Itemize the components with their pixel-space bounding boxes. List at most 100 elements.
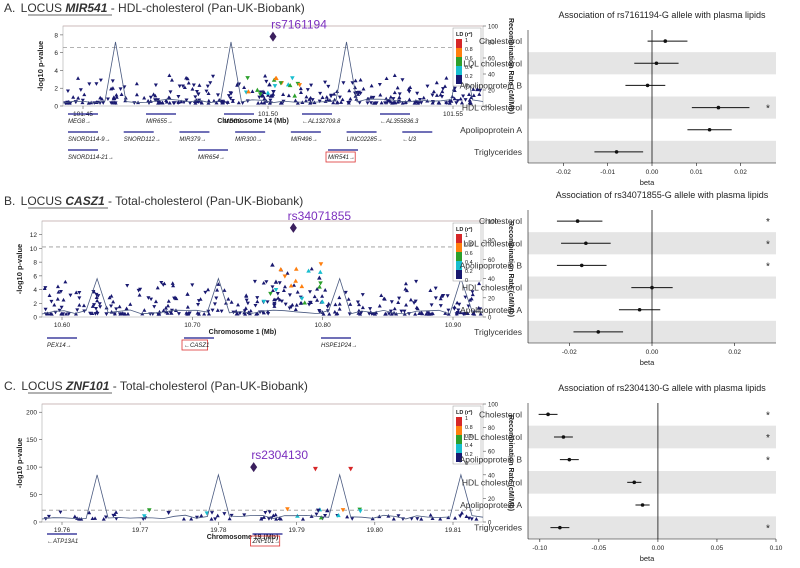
forest-tick-label: -0.02 [562,349,577,356]
snp-point [168,90,173,95]
ld-legend-label: 0.2 [465,74,473,80]
snp-point [295,289,300,294]
snp-point [264,280,269,284]
ld-legend-label: 1 [465,416,468,422]
ld-point [273,287,279,293]
snp-point [310,98,315,102]
forest-row-band [528,425,776,449]
gene-label: SNORD114-21→ [68,155,114,161]
ld-point [146,508,152,513]
snp-point [105,97,110,102]
snp-point [467,92,472,97]
snp-point [379,293,384,297]
snp-point [440,89,445,94]
ld-point [204,511,210,516]
snp-point [256,100,261,105]
snp-point [180,84,185,89]
snp-point [387,312,392,316]
ld-point [295,81,301,87]
forest-category-label: LDL cholesterol [463,238,522,248]
snp-point [222,512,227,516]
snp-point [179,99,184,104]
snp-point [337,307,342,311]
gene-label: ZNF101→ [252,539,281,545]
snp-point [146,296,151,300]
snp-point [213,517,218,521]
ld-point [293,266,299,271]
gene-track: PEX14→ ←CASZ1 HSPE1P24→ [47,337,357,351]
snp-point [228,91,233,95]
y-tick-label: 2 [54,86,58,93]
forest-plot-1: Association of rs7161194-G allele with p… [460,10,776,187]
snp-point [122,311,127,316]
snp-point [353,78,358,83]
snp-point [68,293,73,298]
locus-prefix: LOCUS [21,194,66,208]
snp-point [169,78,174,82]
snp-point [111,96,116,101]
panel-title: C. LOCUS ZNF101 - Total-cholesterol (Pan… [4,379,308,393]
snp-point [337,295,342,300]
snp-point [167,73,172,77]
snp-point [47,293,52,297]
panel-letter: A. [4,1,19,15]
snp-point [123,95,128,100]
ld-point [358,509,363,514]
ld-point [315,508,321,513]
snp-point [260,517,265,521]
ld-legend-swatch [456,252,462,261]
snp-point [98,305,103,309]
snp-point [190,87,195,91]
recomb-tick-label: 0 [488,521,492,527]
snp-point [148,95,153,100]
snp-point [390,100,395,105]
snp-point [430,100,435,105]
snp-point [417,311,422,315]
x-tick-label: 19.77 [132,527,149,534]
ld-point [273,279,279,284]
snp-point [274,516,279,521]
forest-category-label: Triglycerides [474,327,522,337]
snp-point [345,514,350,519]
snp-point [161,283,166,287]
snp-point [120,312,125,316]
snp-point [206,98,211,103]
ld-legend-swatch [456,57,462,66]
ld-legend: LD (r²)1 0.8 0.6 0.4 0.2 0 [452,222,482,284]
snp-point [273,512,278,517]
locus-gene: ZNF101 [65,379,110,393]
snp-point [55,297,60,301]
snp-point [52,302,57,307]
forest-x-label: beta [640,178,655,187]
snp-point [177,84,182,89]
snp-point [293,307,298,311]
snp-point [114,307,119,312]
snp-point [323,80,328,85]
forest-row-band [528,516,776,539]
gene-label: MIR541→ [328,155,355,161]
forest-category-label: Triglycerides [474,147,522,157]
ld-legend-label: 0 [465,278,468,284]
ld-legend-label: 0.8 [465,425,473,431]
lead-snp-marker [269,31,277,42]
snp-point [227,516,232,521]
snp-point [407,90,412,94]
snp-point [348,302,353,306]
snp-point [196,299,201,303]
snp-point [190,283,195,288]
snp-point [365,101,370,105]
snp-point [270,288,275,293]
snp-point [470,290,475,294]
snp-point [323,288,328,292]
ld-legend-swatch [456,417,462,426]
snp-point [324,95,329,99]
snp-point [80,98,85,103]
ld-legend-swatch [456,261,462,270]
ld-point [290,76,295,81]
snp-point [206,100,211,105]
snp-point [415,517,420,521]
ld-point [317,275,322,280]
y-tick-label: 100 [26,465,37,472]
lead-snp-marker [289,222,297,233]
snp-point [369,101,374,105]
